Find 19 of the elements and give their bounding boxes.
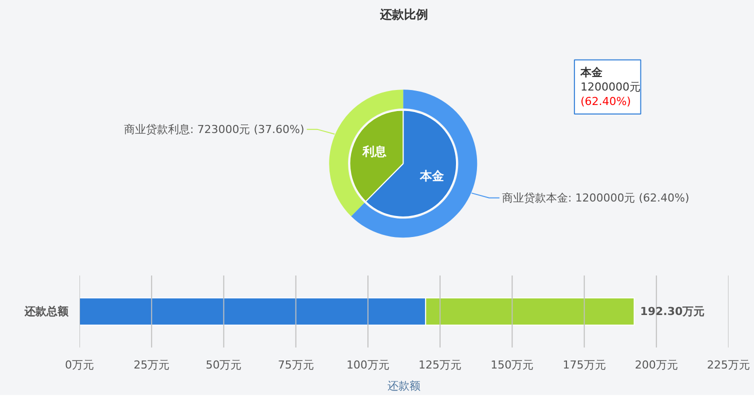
- x-tick-label: 25万元: [134, 358, 170, 372]
- text: 本金 1200000元 (62.40%): [579, 66, 640, 108]
- x-tick-label: 175万元: [562, 358, 606, 372]
- y-tick-label: 还款总额: [24, 305, 70, 318]
- total-label: 192.30万元: [640, 305, 705, 318]
- x-tick-label: 100万元: [346, 358, 390, 372]
- slice-label: 利息: [361, 144, 388, 158]
- x-tick-label: 75万元: [278, 358, 314, 372]
- x-tick-label: 225万元: [707, 358, 750, 372]
- x-tick-label: 200万元: [634, 358, 678, 372]
- data-label: 商业贷款本金: 1200000元 (62.40%): [502, 191, 690, 204]
- data-label: 商业贷款利息: 723000元 (37.60%): [124, 122, 304, 136]
- x-tick-label: 50万元: [206, 358, 242, 372]
- x-tick-label: 0万元: [65, 358, 94, 372]
- chart-title: 还款比例: [379, 8, 428, 22]
- x-tick-label: 125万元: [418, 358, 462, 372]
- x-axis-title: 还款额: [388, 380, 420, 392]
- slice-label: 本金: [418, 168, 445, 183]
- x-tick-label: 150万元: [490, 358, 534, 372]
